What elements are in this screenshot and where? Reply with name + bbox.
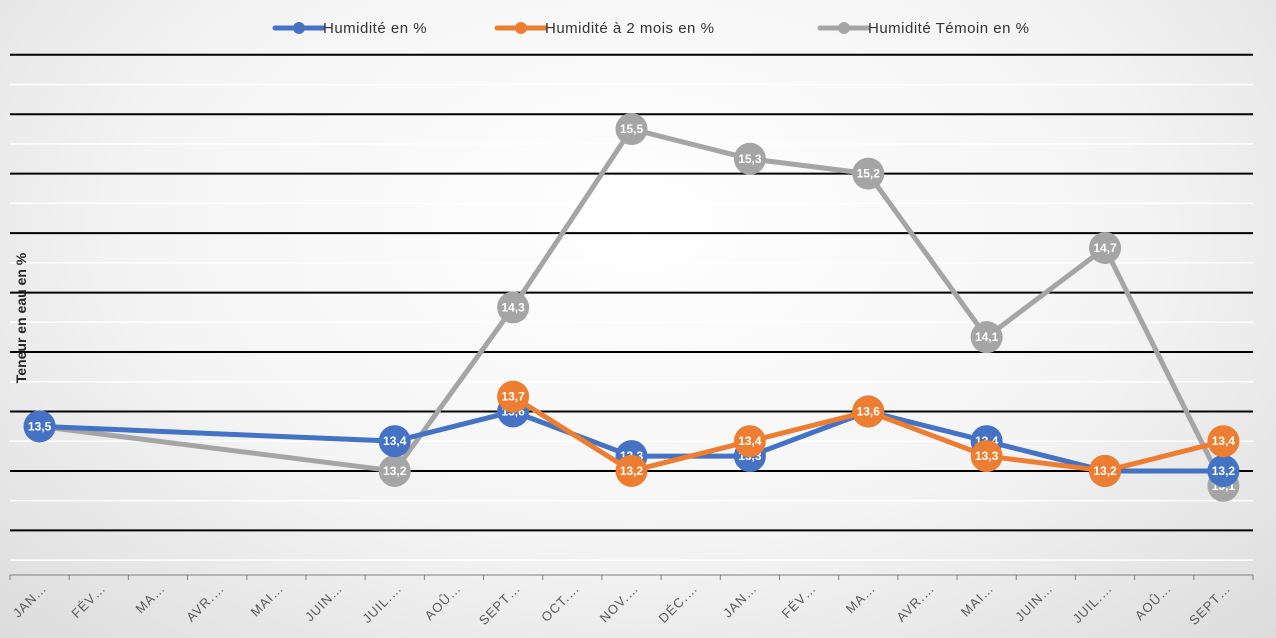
data-label: 15,5 bbox=[620, 122, 644, 136]
legend-marker bbox=[515, 22, 527, 34]
data-label: 13,5 bbox=[28, 419, 52, 433]
legend-label: Humidité à 2 mois en % bbox=[545, 20, 714, 37]
data-point bbox=[1089, 231, 1122, 264]
data-point bbox=[378, 425, 411, 458]
x-tick-label: AVR.… bbox=[183, 581, 227, 625]
x-tick-label: FÉV… bbox=[779, 581, 820, 622]
x-axis-ticks bbox=[9, 575, 1254, 580]
data-point bbox=[378, 454, 411, 487]
x-tick-label: FÉV… bbox=[68, 581, 109, 622]
legend-marker bbox=[838, 22, 850, 34]
x-tick-label: JUIL.… bbox=[1070, 581, 1115, 626]
x-tick-label: JUIN… bbox=[302, 581, 346, 625]
data-label: 15,3 bbox=[738, 152, 762, 166]
legend-label: Humidité en % bbox=[323, 20, 427, 37]
data-point bbox=[497, 291, 530, 324]
x-tick-label: JAN… bbox=[720, 581, 760, 621]
data-point bbox=[1207, 454, 1240, 487]
data-point bbox=[23, 410, 56, 443]
gridlines bbox=[10, 53, 1253, 561]
x-axis-labels: JAN… FÉV… MA… AVR.… MAI… JUIN… JUIL.… AOÛ… SEPT…… bbox=[10, 581, 1234, 628]
data-point bbox=[733, 142, 766, 175]
x-tick-label: MA… bbox=[132, 581, 168, 617]
x-tick-label: MAI… bbox=[247, 581, 286, 620]
x-tick-label: MAI… bbox=[958, 581, 997, 620]
data-point bbox=[615, 454, 648, 487]
series-1: 13,7 13,2 13,4 13,6 13,3 13,2 13,4 bbox=[497, 380, 1240, 487]
data-label: 13,3 bbox=[975, 449, 999, 463]
data-label: 14,1 bbox=[975, 330, 999, 344]
data-label: 13,6 bbox=[857, 404, 881, 418]
data-label: 13,2 bbox=[620, 464, 644, 478]
data-point bbox=[497, 380, 530, 413]
x-tick-label: JUIL.… bbox=[359, 581, 404, 626]
x-tick-label: AVR.… bbox=[893, 581, 937, 625]
data-label: 13,2 bbox=[1093, 464, 1117, 478]
x-tick-label: DÉC.… bbox=[656, 581, 701, 626]
x-tick-label: SEPT… bbox=[476, 581, 523, 628]
legend-item: Humidité à 2 mois en % bbox=[494, 20, 714, 37]
data-label: 14,3 bbox=[501, 300, 525, 314]
x-tick-label: OCT.… bbox=[538, 581, 582, 625]
data-label: 14,7 bbox=[1093, 241, 1117, 255]
series-group: 13,513,214,315,515,315,214,114,713,113,5… bbox=[23, 113, 1240, 502]
legend: Humidité en % Humidité à 2 mois en % Humid… bbox=[272, 20, 1029, 37]
x-tick-label: AOÛ… bbox=[422, 581, 465, 624]
data-label: 13,4 bbox=[738, 434, 762, 448]
data-point bbox=[970, 321, 1003, 354]
x-tick-label: AOÛ… bbox=[1132, 581, 1175, 624]
data-label: 13,7 bbox=[501, 390, 525, 404]
data-label: 13,2 bbox=[383, 464, 407, 478]
x-tick-label: JAN… bbox=[10, 581, 50, 621]
data-point bbox=[1089, 454, 1122, 487]
legend-label: Humidité Témoin en % bbox=[868, 20, 1029, 37]
x-tick-label: MA… bbox=[843, 581, 879, 617]
data-point bbox=[615, 113, 648, 146]
y-axis-title: Teneur en eau en % bbox=[13, 252, 29, 383]
data-point bbox=[1207, 425, 1240, 458]
data-point bbox=[733, 425, 766, 458]
data-label: 13,2 bbox=[1212, 464, 1236, 478]
data-label: 13,4 bbox=[383, 434, 407, 448]
data-point bbox=[852, 157, 885, 190]
data-point bbox=[852, 395, 885, 428]
data-point bbox=[970, 440, 1003, 473]
x-tick-label: NOV.… bbox=[597, 581, 642, 626]
legend-item: Humidité en % bbox=[272, 20, 427, 37]
x-tick-label: SEPT… bbox=[1186, 581, 1233, 628]
data-label: 15,2 bbox=[857, 167, 881, 181]
legend-marker bbox=[293, 22, 305, 34]
legend-item: Humidité Témoin en % bbox=[817, 20, 1029, 37]
x-tick-label: JUIN… bbox=[1012, 581, 1056, 625]
data-label: 13,4 bbox=[1212, 434, 1236, 448]
